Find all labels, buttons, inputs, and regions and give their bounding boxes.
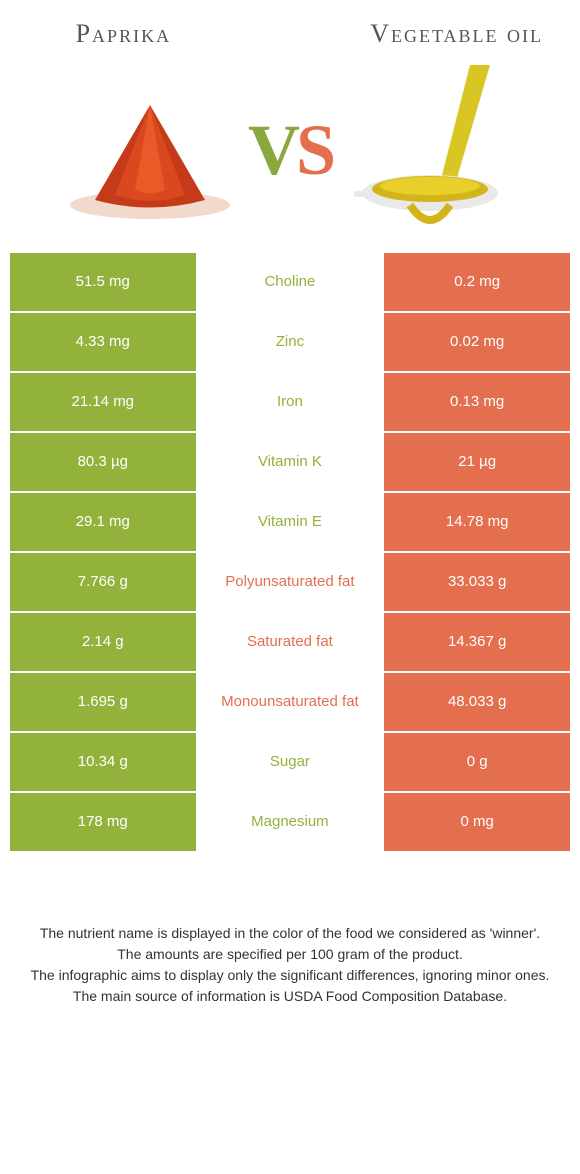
- nutrient-name: Polyunsaturated fat: [196, 553, 385, 613]
- nutrient-name: Iron: [196, 373, 385, 433]
- left-value: 10.34 g: [10, 733, 196, 793]
- right-value: 0.2 mg: [384, 253, 570, 313]
- right-value: 0.02 mg: [384, 313, 570, 373]
- right-food-title: Vegetable oil: [357, 20, 557, 49]
- header: Paprika Vegetable oil: [0, 0, 580, 61]
- nutrient-name: Vitamin K: [196, 433, 385, 493]
- images-row: VS: [0, 61, 580, 253]
- table-row: 10.34 gSugar0 g: [10, 733, 570, 793]
- table-row: 178 mgMagnesium0 mg: [10, 793, 570, 853]
- nutrient-name: Choline: [196, 253, 385, 313]
- left-value: 51.5 mg: [10, 253, 196, 313]
- footnote-line: The main source of information is USDA F…: [30, 986, 550, 1007]
- right-value: 33.033 g: [384, 553, 570, 613]
- vegetable-oil-image: [340, 65, 520, 235]
- right-value: 14.367 g: [384, 613, 570, 673]
- left-value: 4.33 mg: [10, 313, 196, 373]
- left-value: 21.14 mg: [10, 373, 196, 433]
- comparison-table: 51.5 mgCholine0.2 mg4.33 mgZinc0.02 mg21…: [10, 253, 570, 853]
- footnotes: The nutrient name is displayed in the co…: [30, 923, 550, 1007]
- nutrient-name: Saturated fat: [196, 613, 385, 673]
- footnote-line: The nutrient name is displayed in the co…: [30, 923, 550, 944]
- table-row: 80.3 µgVitamin K21 µg: [10, 433, 570, 493]
- footnote-line: The amounts are specified per 100 gram o…: [30, 944, 550, 965]
- table-row: 29.1 mgVitamin E14.78 mg: [10, 493, 570, 553]
- footnote-line: The infographic aims to display only the…: [30, 965, 550, 986]
- vs-v: V: [248, 110, 296, 190]
- nutrient-name: Magnesium: [196, 793, 385, 853]
- left-value: 29.1 mg: [10, 493, 196, 553]
- nutrient-name: Monounsaturated fat: [196, 673, 385, 733]
- right-value: 14.78 mg: [384, 493, 570, 553]
- table-row: 2.14 gSaturated fat14.367 g: [10, 613, 570, 673]
- right-value: 48.033 g: [384, 673, 570, 733]
- table-row: 7.766 gPolyunsaturated fat33.033 g: [10, 553, 570, 613]
- vs-s: S: [296, 110, 332, 190]
- nutrient-name: Sugar: [196, 733, 385, 793]
- right-value: 0 g: [384, 733, 570, 793]
- nutrient-name: Zinc: [196, 313, 385, 373]
- table-row: 21.14 mgIron0.13 mg: [10, 373, 570, 433]
- table-row: 4.33 mgZinc0.02 mg: [10, 313, 570, 373]
- right-value: 0 mg: [384, 793, 570, 853]
- left-value: 178 mg: [10, 793, 196, 853]
- table-row: 51.5 mgCholine0.2 mg: [10, 253, 570, 313]
- table-row: 1.695 gMonounsaturated fat48.033 g: [10, 673, 570, 733]
- left-food-title: Paprika: [23, 20, 223, 49]
- left-value: 1.695 g: [10, 673, 196, 733]
- right-value: 0.13 mg: [384, 373, 570, 433]
- left-value: 2.14 g: [10, 613, 196, 673]
- vs-label: VS: [248, 114, 332, 186]
- left-value: 7.766 g: [10, 553, 196, 613]
- left-value: 80.3 µg: [10, 433, 196, 493]
- nutrient-name: Vitamin E: [196, 493, 385, 553]
- paprika-image: [60, 65, 240, 235]
- right-value: 21 µg: [384, 433, 570, 493]
